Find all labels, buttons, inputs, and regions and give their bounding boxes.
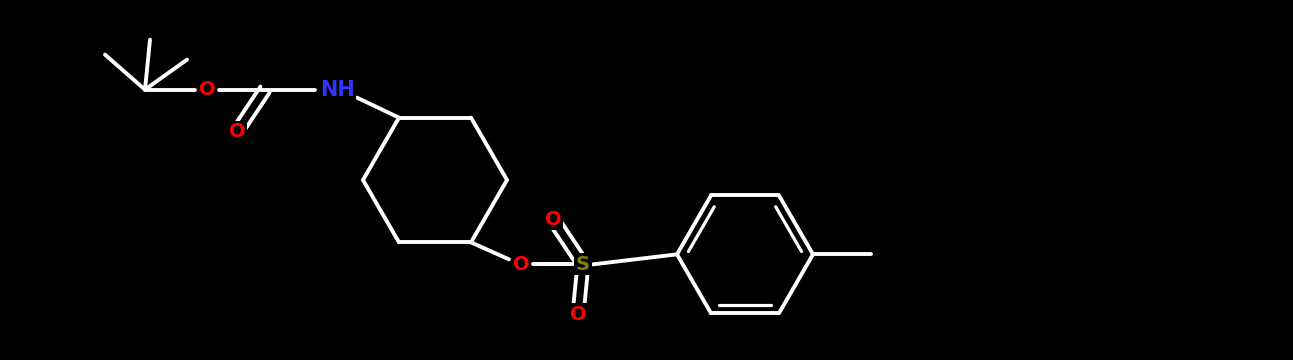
Text: S: S: [575, 255, 590, 274]
Text: O: O: [544, 210, 561, 229]
Text: O: O: [570, 305, 586, 324]
Text: O: O: [513, 255, 529, 274]
Text: NH: NH: [319, 80, 354, 100]
Text: O: O: [199, 80, 216, 99]
Text: O: O: [229, 122, 246, 141]
